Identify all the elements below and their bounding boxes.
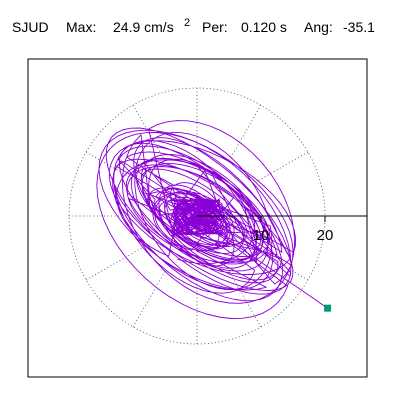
period-label: Per: xyxy=(202,19,228,35)
trace-endpoint-marker xyxy=(324,304,332,312)
polar-grid-spoke xyxy=(85,151,142,185)
radial-tick-label: 20 xyxy=(317,227,334,244)
polar-grid-spoke xyxy=(85,247,142,281)
max-unit-exponent: 2 xyxy=(184,17,190,29)
polar-grid-spoke xyxy=(252,151,309,185)
polar-grid-spoke xyxy=(228,271,262,328)
max-label: Max: xyxy=(66,19,96,35)
plot-header: SJUD Max: 24.9 cm/s 2 Per: 0.120 s Ang: … xyxy=(12,17,375,35)
station-name: SJUD xyxy=(12,19,49,35)
motion-trace xyxy=(96,120,325,319)
max-value: 24.9 cm/s xyxy=(113,19,174,35)
polar-grid-spoke xyxy=(252,247,309,281)
period-value: 0.120 s xyxy=(241,19,287,35)
polar-grid-spoke xyxy=(228,104,262,161)
radial-axis-ticks: 10 20 xyxy=(253,216,334,244)
angle-value: -35.1 xyxy=(343,19,375,35)
angle-label: Ang: xyxy=(304,19,333,35)
plot-frame xyxy=(27,58,368,378)
radial-tick-label: 10 xyxy=(253,227,270,244)
polar-grid-spoke xyxy=(132,271,166,328)
